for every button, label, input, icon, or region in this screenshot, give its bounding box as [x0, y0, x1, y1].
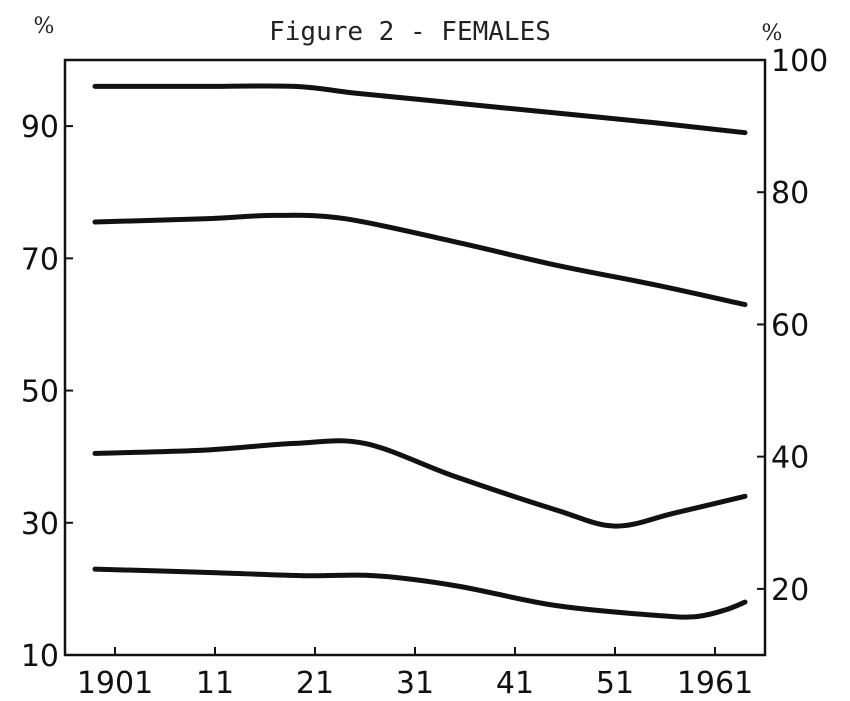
right-axis: 20 40 60 80 100	[757, 44, 828, 608]
x-tick-label: 31	[396, 666, 434, 701]
left-tick-label: 50	[21, 375, 59, 410]
series-line-3	[92, 438, 748, 529]
left-axis: 10 30 50 70 90	[21, 110, 73, 674]
x-tick-label: 21	[296, 666, 334, 701]
left-tick-label: 70	[21, 242, 59, 277]
right-tick-label: 20	[771, 573, 809, 608]
x-axis: 1901 11 21 31 41 51 1961	[77, 647, 753, 701]
left-axis-unit: %	[34, 14, 55, 39]
right-tick-label: 60	[771, 308, 809, 343]
x-tick-label: 11	[196, 666, 234, 701]
series-line-4	[92, 566, 748, 620]
plot-frame	[63, 58, 767, 657]
left-tick-label: 90	[21, 110, 59, 145]
x-tick-label: 51	[596, 666, 634, 701]
series-line-1	[92, 83, 748, 136]
series-group	[92, 83, 748, 620]
left-tick-label: 30	[21, 507, 59, 542]
x-tick-label: 1901	[77, 666, 153, 701]
right-tick-label: 80	[771, 176, 809, 211]
right-tick-label: 100	[771, 44, 828, 79]
right-axis-unit: %	[762, 21, 783, 46]
left-tick-label: 10	[21, 639, 59, 674]
series-line-2	[92, 212, 748, 308]
x-tick-label: 41	[496, 666, 534, 701]
chart-title: Figure 2 - FEMALES	[269, 17, 551, 47]
right-tick-label: 40	[771, 441, 809, 476]
x-tick-label: 1961	[677, 666, 753, 701]
